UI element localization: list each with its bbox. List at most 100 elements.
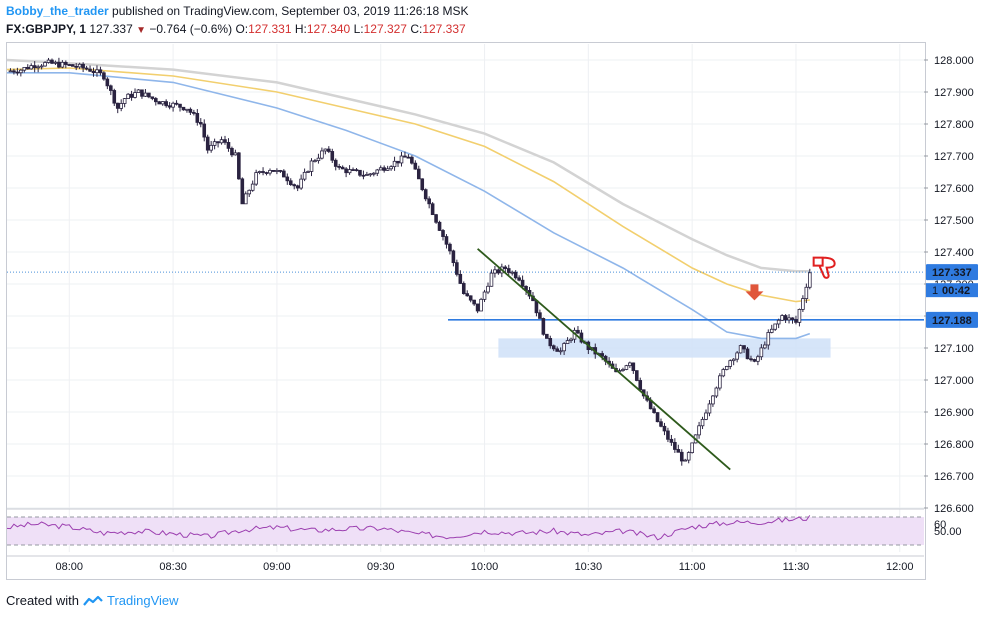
- candle-body: [486, 285, 490, 293]
- candle: [669, 434, 674, 446]
- candle: [233, 149, 238, 156]
- candle: [517, 275, 521, 282]
- candle-body: [112, 90, 117, 104]
- candle-body: [160, 101, 165, 105]
- candle-body: [458, 273, 463, 284]
- candle-body: [475, 303, 480, 312]
- tradingview-logo-icon: [83, 595, 103, 606]
- candle: [534, 300, 539, 317]
- candle-body: [759, 347, 764, 358]
- candle: [219, 136, 224, 145]
- candle-body: [261, 171, 265, 173]
- candle-body: [50, 59, 54, 64]
- candle: [406, 154, 411, 159]
- candle: [562, 342, 566, 356]
- candle: [205, 134, 210, 154]
- candle: [763, 341, 767, 350]
- tradingview-brand[interactable]: TradingView: [106, 593, 179, 608]
- candle-body: [558, 350, 563, 353]
- candle: [783, 314, 788, 323]
- support-price-label: 127.188: [932, 315, 972, 327]
- candle: [486, 282, 490, 295]
- candle: [738, 344, 743, 354]
- candle-body: [655, 412, 660, 423]
- candle-body: [479, 298, 483, 312]
- candle-body: [302, 171, 307, 180]
- last-price-label: 127.337: [932, 267, 972, 279]
- candle: [237, 152, 241, 180]
- candle-body: [714, 387, 719, 397]
- candle-body: [181, 106, 186, 111]
- candle-body: [731, 358, 736, 362]
- candle: [718, 373, 722, 391]
- close-value: 127.337: [422, 22, 466, 36]
- candle-body: [510, 271, 515, 274]
- candle-body: [299, 178, 303, 189]
- symbol-label[interactable]: FX:GBPJPY, 1: [6, 22, 87, 36]
- candle: [340, 165, 345, 170]
- candle: [309, 158, 314, 177]
- candle-body: [275, 170, 279, 172]
- candle: [247, 189, 252, 198]
- candle: [423, 188, 428, 202]
- candle: [74, 63, 79, 71]
- x-tick-label: 09:00: [263, 561, 291, 573]
- candle: [430, 202, 435, 216]
- y-tick-label: 127.400: [934, 247, 974, 259]
- candle: [496, 268, 501, 275]
- candle-body: [752, 359, 757, 362]
- candle-body: [129, 93, 134, 98]
- candle: [84, 65, 89, 71]
- open-value: 127.331: [248, 22, 292, 36]
- candle-body: [288, 180, 293, 186]
- candle: [673, 438, 677, 453]
- candle-body: [624, 365, 629, 370]
- candle: [444, 234, 449, 249]
- candle: [631, 362, 636, 374]
- candle: [188, 107, 193, 115]
- candle: [808, 268, 812, 290]
- candle-body: [70, 64, 75, 67]
- candle: [389, 165, 393, 171]
- candle: [202, 119, 207, 142]
- candle: [662, 422, 667, 436]
- candle-body: [385, 168, 390, 171]
- change-value: −0.764 (−0.6%): [149, 22, 233, 36]
- candle: [714, 386, 719, 399]
- candle-body: [804, 286, 809, 300]
- candle-body: [212, 141, 217, 146]
- candle: [368, 173, 373, 177]
- candle-body: [143, 92, 148, 97]
- candle: [316, 153, 321, 164]
- candle-body: [358, 169, 362, 176]
- candle-body: [233, 152, 238, 156]
- candle-body: [686, 452, 691, 461]
- candle-body: [126, 93, 130, 99]
- y-tick-label: 126.800: [934, 439, 974, 451]
- rsi-tick-label: 50.00: [934, 526, 962, 538]
- candle: [306, 170, 310, 173]
- candle: [538, 309, 542, 319]
- candle: [136, 89, 141, 93]
- candle-body: [773, 323, 778, 330]
- candle: [288, 178, 293, 186]
- candle: [551, 344, 556, 352]
- high-value: 127.340: [306, 22, 351, 36]
- candle-body: [676, 449, 681, 453]
- candle: [489, 269, 494, 287]
- candle-body: [742, 345, 746, 350]
- candle-body: [157, 101, 162, 105]
- candle: [545, 333, 549, 339]
- candle-body: [545, 333, 549, 339]
- candle: [759, 344, 764, 361]
- candle: [347, 165, 352, 175]
- author-link[interactable]: Bobby_the_trader: [6, 4, 109, 18]
- candle-body: [728, 360, 733, 367]
- publish-line: Bobby_the_trader published on TradingVie…: [6, 4, 469, 18]
- y-tick-label: 127.500: [934, 215, 974, 227]
- x-tick-label: 10:00: [471, 561, 499, 573]
- candle: [292, 183, 297, 190]
- candle: [731, 358, 736, 366]
- candle: [216, 141, 220, 148]
